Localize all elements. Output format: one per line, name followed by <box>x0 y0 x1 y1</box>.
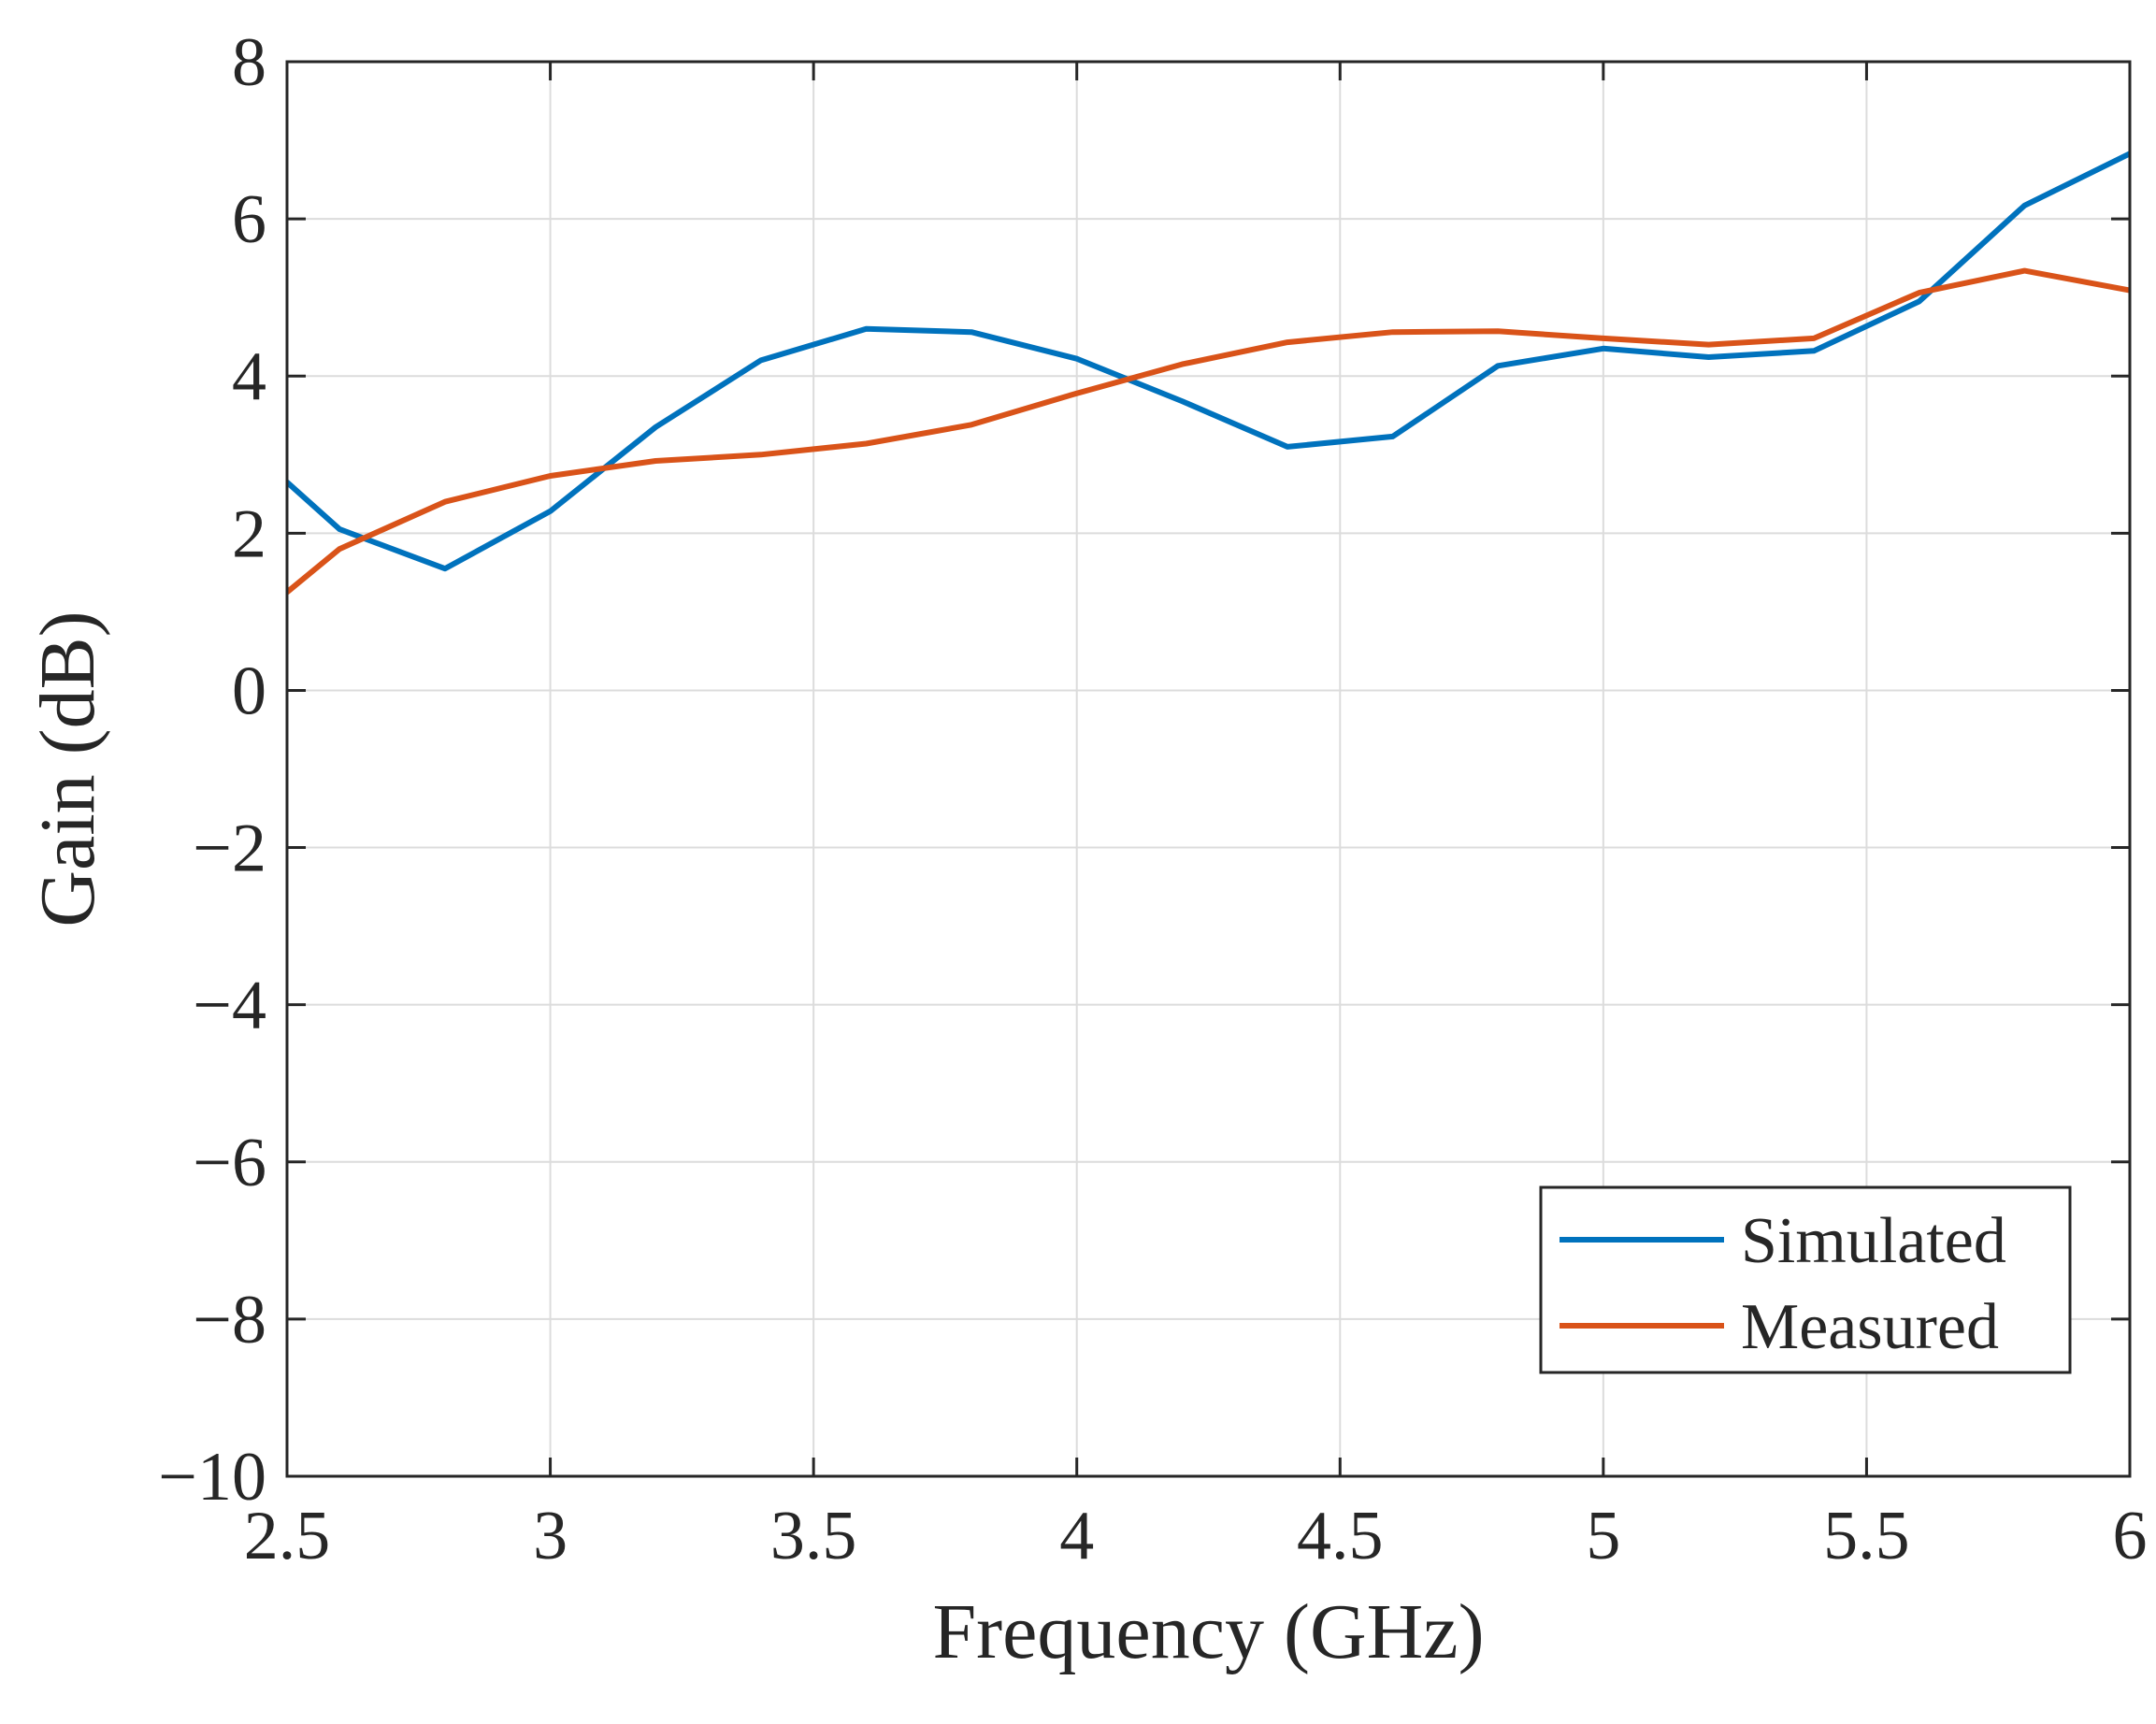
series-line-measured <box>287 267 2130 596</box>
y-tick-label: 6 <box>232 181 266 258</box>
x-tick-label: 5 <box>1586 1498 1620 1574</box>
x-tick-label: 4 <box>1059 1498 1094 1574</box>
y-axis-label: Gain (dB) <box>24 611 111 927</box>
tick-group <box>285 60 2132 1478</box>
legend-label-measured: Measured <box>1741 1291 1999 1363</box>
y-tick-label: −4 <box>193 968 266 1044</box>
y-tick-label: 8 <box>232 24 266 101</box>
series-line-simulated <box>287 151 2130 572</box>
y-tick-label: 2 <box>232 496 266 572</box>
x-tick-label: 5.5 <box>1823 1498 1910 1574</box>
series-group <box>287 151 2130 596</box>
y-tick-label: −10 <box>158 1439 266 1516</box>
legend-box <box>1539 1185 2072 1374</box>
plot-area-frame <box>285 60 2132 1478</box>
legend-label-simulated: Simulated <box>1741 1205 2006 1277</box>
x-tick-label: 6 <box>2113 1498 2148 1574</box>
y-tick-label: 4 <box>232 338 266 415</box>
y-tick-label: −6 <box>193 1125 266 1201</box>
x-tick-label: 3 <box>533 1498 568 1574</box>
x-tick-label: 3.5 <box>770 1498 857 1574</box>
legend: Simulated Measured <box>1539 1185 2072 1374</box>
x-tick-label: 4.5 <box>1297 1498 1384 1574</box>
tick-label-group: 2.5 3 3.5 4 4.5 5 5.5 6 −10 −8 −6 −4 −2 0 2 4 6 8 <box>158 24 2147 1574</box>
x-tick-label: 2.5 <box>244 1498 331 1574</box>
y-tick-label: −2 <box>193 811 266 887</box>
y-tick-label: 0 <box>232 653 266 729</box>
y-tick-label: −8 <box>193 1282 266 1358</box>
x-axis-label: Frequency (GHz) <box>932 1588 1484 1675</box>
grid <box>287 62 2130 1476</box>
